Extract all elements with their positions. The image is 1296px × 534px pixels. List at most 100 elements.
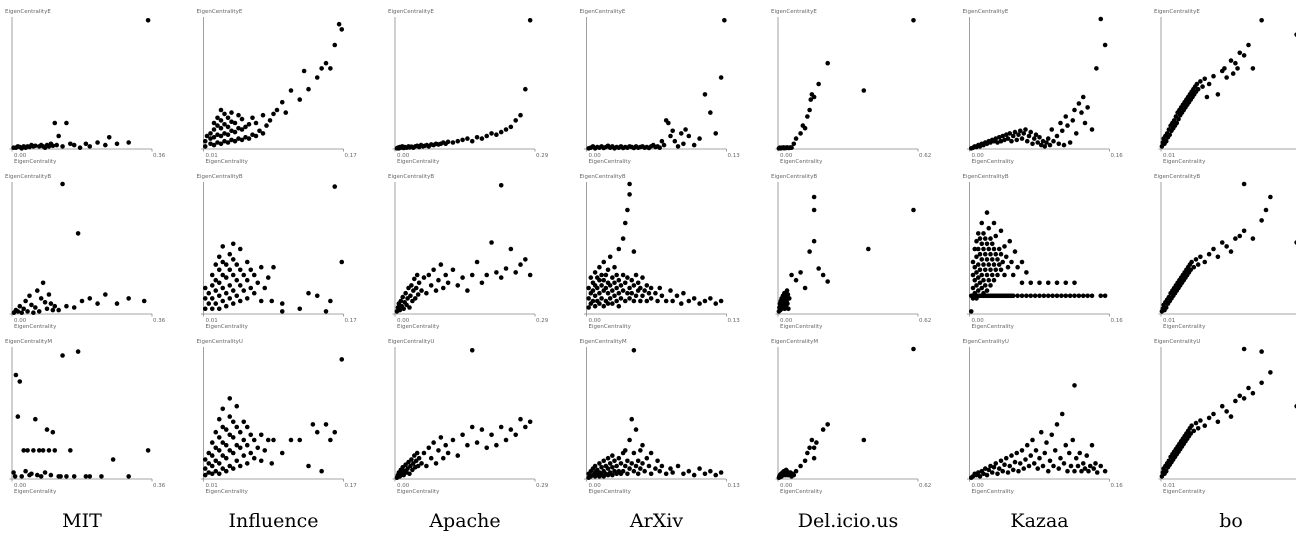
scatter-point xyxy=(215,140,220,145)
scatter-point xyxy=(314,293,320,299)
scatter-point xyxy=(1222,66,1227,71)
scatter-point xyxy=(988,463,993,469)
x-axis-label: EigenCentrality xyxy=(1163,324,1206,330)
scatter-point xyxy=(236,136,241,141)
scatter-point xyxy=(1219,240,1225,245)
x-axis-label: EigenCentrality xyxy=(780,159,823,165)
scatter-point xyxy=(996,246,1002,252)
scatter-point xyxy=(222,122,227,127)
scatter-point xyxy=(970,272,976,278)
scatter-point xyxy=(1206,415,1212,421)
scatter-point xyxy=(339,357,345,362)
scatter-point xyxy=(1035,466,1041,471)
scatter-point xyxy=(648,471,654,477)
scatter-point xyxy=(1063,442,1069,448)
scatter-point xyxy=(498,275,504,280)
scatter-point xyxy=(678,131,684,136)
scatter-point xyxy=(1010,293,1016,299)
x-min-tick-label: 0.00 xyxy=(972,318,985,324)
scatter-point xyxy=(998,458,1004,464)
scatter-point xyxy=(218,107,224,113)
scatter-point xyxy=(229,110,234,115)
scatter-point xyxy=(244,277,250,283)
scatter-point xyxy=(126,140,131,145)
scatter-point xyxy=(1045,468,1051,474)
scatter-point xyxy=(995,272,1000,278)
scatter-point xyxy=(328,437,333,443)
scatter-point xyxy=(426,445,432,451)
scatter-point xyxy=(323,309,329,314)
scatter-point xyxy=(668,466,673,471)
scatter-point xyxy=(264,123,269,128)
scatter-point xyxy=(223,275,229,280)
scatter-point xyxy=(271,437,276,443)
scatter-point xyxy=(601,458,607,464)
scatter-point xyxy=(202,472,208,478)
scatter-point xyxy=(785,301,790,306)
x-max-tick-label: 0.17 xyxy=(345,153,358,159)
scatter-point xyxy=(1007,131,1013,136)
scatter-point xyxy=(271,111,276,117)
scatter-point xyxy=(603,272,609,278)
scatter-point xyxy=(640,461,645,466)
scatter-point xyxy=(241,419,247,425)
scatter-point xyxy=(627,296,632,301)
scatter-point xyxy=(450,267,456,273)
x-max-tick-label: 0.17 xyxy=(345,318,358,324)
scatter-point xyxy=(68,448,73,453)
scatter-point xyxy=(306,86,311,92)
scatter-point xyxy=(419,461,424,466)
scatter-point xyxy=(1009,259,1014,265)
scatter-point xyxy=(1002,462,1007,468)
scatter-point xyxy=(1102,293,1108,299)
scatter-point xyxy=(988,267,993,273)
scatter-point xyxy=(433,461,439,466)
scatter-point xyxy=(71,305,77,310)
scatter-point xyxy=(498,129,504,135)
scatter-point xyxy=(227,414,233,419)
panel-del-icio-us-row-1: EigenCentralityE 0.00 0.62 EigenCentrality xyxy=(771,9,931,165)
panel-influence-row-3: EigenCentralityU 0.01 0.17 EigenCentrality xyxy=(197,339,358,495)
scatter-point xyxy=(1037,455,1042,461)
scatter-point xyxy=(479,427,485,432)
scatter-point xyxy=(222,138,227,144)
y-axis-label: EigenCentralityU xyxy=(963,339,1009,345)
scatter-point xyxy=(209,463,215,469)
scatter-point xyxy=(614,272,619,278)
scatter-point xyxy=(50,307,56,313)
scatter-point xyxy=(44,306,50,312)
scatter-point xyxy=(614,298,619,304)
column-title-influence: Influence xyxy=(228,510,318,532)
scatter-point xyxy=(1211,246,1216,252)
scatter-point xyxy=(1045,293,1051,299)
scatter-point xyxy=(455,283,461,288)
scatter-point xyxy=(145,18,151,23)
scatter-point xyxy=(1010,467,1016,473)
scatter-point xyxy=(209,306,215,312)
scatter-point xyxy=(450,437,456,443)
scatter-point xyxy=(620,272,626,278)
scatter-point xyxy=(48,301,54,306)
scatter-point xyxy=(253,120,259,126)
x-max-tick-label: 0.13 xyxy=(728,318,741,324)
scatter-point xyxy=(440,285,446,291)
scatter-point xyxy=(222,131,227,136)
scatter-point xyxy=(438,262,444,267)
scatter-point xyxy=(610,472,615,478)
scatter-point xyxy=(629,277,635,283)
scatter-point xyxy=(400,294,406,300)
scatter-point xyxy=(592,270,598,275)
scatter-point xyxy=(1079,468,1084,474)
scatter-point xyxy=(605,466,611,471)
scatter-point xyxy=(601,303,607,309)
scatter-point xyxy=(213,262,219,267)
scatter-point xyxy=(19,310,25,316)
scatter-point xyxy=(1030,437,1035,443)
panel-kazaa-row-2: EigenCentralityB 0.00 0.16 EigenCentrality xyxy=(963,174,1124,330)
scatter-point xyxy=(1028,453,1034,458)
scatter-point xyxy=(279,99,285,105)
scatter-point xyxy=(484,445,490,451)
scatter-point xyxy=(789,272,794,278)
scatter-point xyxy=(1174,120,1180,126)
scatter-point xyxy=(972,264,978,270)
